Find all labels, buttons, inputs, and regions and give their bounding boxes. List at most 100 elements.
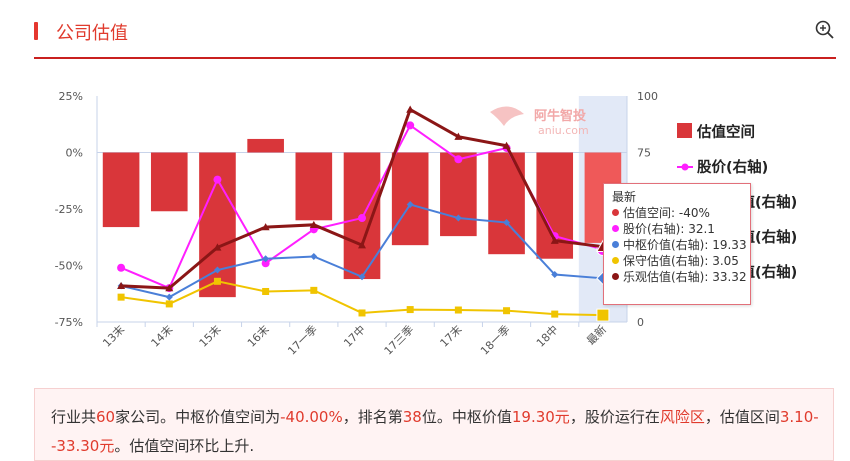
bar-7[interactable]	[391, 152, 429, 246]
data-point[interactable]	[262, 255, 270, 263]
summary-text: 位。中枢价值	[421, 408, 512, 426]
x-tick-label: 18中	[534, 323, 561, 350]
section-title: 公司估值	[56, 23, 128, 44]
right-tick-label: 75	[637, 147, 651, 160]
watermark-brand: 阿牛智投	[534, 108, 586, 124]
x-tick-label: 13末	[100, 322, 128, 350]
summary-text: ，估值区间	[704, 408, 780, 426]
summary-text: ，股价运行在	[569, 408, 660, 426]
x-tick-label: 17一季	[285, 323, 320, 358]
summary-text: 家公司。中枢价值空间为	[115, 408, 281, 426]
bar-1[interactable]	[102, 152, 140, 228]
value-space: -40.00%	[280, 408, 343, 426]
data-point[interactable]	[165, 300, 173, 308]
data-point[interactable]	[358, 309, 366, 317]
tooltip-dot-icon	[612, 257, 619, 264]
data-point[interactable]	[406, 306, 414, 314]
price-zone: 风险区	[659, 408, 705, 426]
tooltip-label: 乐观估值(右轴): 33.32	[623, 270, 747, 284]
left-tick-label: -25%	[55, 203, 83, 216]
legend-swatch[interactable]	[677, 123, 692, 138]
data-point[interactable]	[213, 243, 222, 251]
data-point[interactable]	[117, 293, 125, 301]
summary-text: ，排名第	[342, 408, 403, 426]
data-point[interactable]	[261, 259, 270, 268]
left-tick-label: 25%	[59, 90, 83, 103]
data-point[interactable]	[406, 200, 414, 208]
data-point[interactable]	[454, 306, 462, 314]
center-value: 19.30元	[511, 408, 570, 426]
data-point[interactable]	[213, 277, 221, 285]
tooltip-label: 保守估值(右轴): 3.05	[623, 254, 739, 268]
right-tick-label: 100	[637, 90, 658, 103]
tooltip-row: 保守估值(右轴): 3.05	[612, 253, 742, 269]
x-tick-label: 18一季	[478, 323, 513, 358]
data-point[interactable]	[454, 214, 462, 222]
chart-tooltip: 最新 估值空间: -40% 股价(右轴): 32.1 中枢价值(右轴): 19.33…	[603, 183, 751, 305]
tooltip-title: 最新	[612, 190, 637, 204]
left-tick-label: -50%	[55, 260, 83, 273]
tooltip-row: 乐观估值(右轴): 33.32	[612, 269, 747, 285]
bar-8[interactable]	[440, 152, 477, 237]
x-tick-label: 17末	[437, 322, 465, 350]
data-point[interactable]	[551, 310, 559, 318]
legend-label[interactable]: 股价(右轴)	[697, 158, 768, 176]
data-point[interactable]	[117, 263, 126, 272]
data-point[interactable]	[454, 155, 463, 164]
tooltip-dot-icon	[612, 273, 619, 280]
rank: 38	[402, 408, 422, 426]
x-tick-label: 15末	[196, 322, 224, 350]
data-point[interactable]	[406, 105, 415, 113]
tooltip-label: 估值空间: -40%	[623, 206, 710, 220]
right-tick-label: 0	[637, 316, 644, 329]
x-tick-label: 16末	[244, 322, 272, 350]
data-point[interactable]	[502, 141, 511, 149]
tooltip-dot-icon	[612, 225, 619, 232]
zoom-in-icon[interactable]	[814, 19, 836, 41]
data-point[interactable]	[503, 307, 511, 315]
summary-text: 。估值空间环比上升.	[114, 437, 255, 455]
x-tick-label: 14末	[148, 322, 176, 350]
tooltip-dot-icon	[612, 209, 619, 216]
section-header: 公司估值	[34, 0, 836, 59]
tooltip-dot-icon	[612, 241, 619, 248]
x-tick-label: 17三季	[382, 323, 417, 358]
tooltip-row: 中枢价值(右轴): 19.33	[612, 237, 747, 253]
data-point[interactable]	[117, 281, 126, 290]
left-tick-label: 0%	[66, 147, 83, 160]
data-point[interactable]	[406, 121, 415, 130]
data-point[interactable]	[358, 214, 366, 223]
valuation-range: 3.10--33.30元	[51, 408, 819, 455]
bar-3[interactable]	[199, 152, 236, 298]
data-point[interactable]	[503, 219, 511, 227]
data-point[interactable]	[358, 273, 366, 281]
data-point[interactable]	[213, 175, 222, 184]
x-tick-label: 17中	[341, 323, 368, 350]
left-tick-label: -75%	[55, 316, 83, 329]
legend-label[interactable]: 估值空间	[696, 123, 755, 141]
bar-5[interactable]	[295, 152, 333, 221]
bar-2[interactable]	[150, 152, 188, 212]
data-point[interactable]	[262, 287, 270, 295]
data-point[interactable]	[165, 293, 173, 301]
data-point[interactable]	[309, 220, 318, 229]
data-point[interactable]	[165, 284, 174, 292]
data-point[interactable]	[454, 132, 463, 140]
tooltip-row: 估值空间: -40%	[612, 205, 742, 221]
bar-4[interactable]	[247, 138, 284, 153]
data-point[interactable]	[310, 252, 318, 260]
summary-text: 行业共	[51, 408, 97, 426]
legend-marker	[681, 163, 689, 171]
data-point[interactable]	[358, 241, 366, 249]
data-point[interactable]	[596, 308, 610, 322]
data-point[interactable]	[261, 223, 270, 231]
data-point[interactable]	[213, 266, 221, 274]
data-point[interactable]	[310, 286, 318, 294]
tooltip-label: 中枢价值(右轴): 19.33	[623, 238, 747, 252]
company-count: 60	[96, 408, 116, 426]
data-point[interactable]	[550, 236, 559, 244]
data-point[interactable]	[551, 271, 559, 279]
summary-panel: 行业共60家公司。中枢价值空间为-40.00%，排名第38位。中枢价值19.30…	[34, 388, 834, 461]
watermark-logo-icon	[490, 106, 524, 126]
tooltip-row: 股价(右轴): 32.1	[612, 221, 742, 237]
